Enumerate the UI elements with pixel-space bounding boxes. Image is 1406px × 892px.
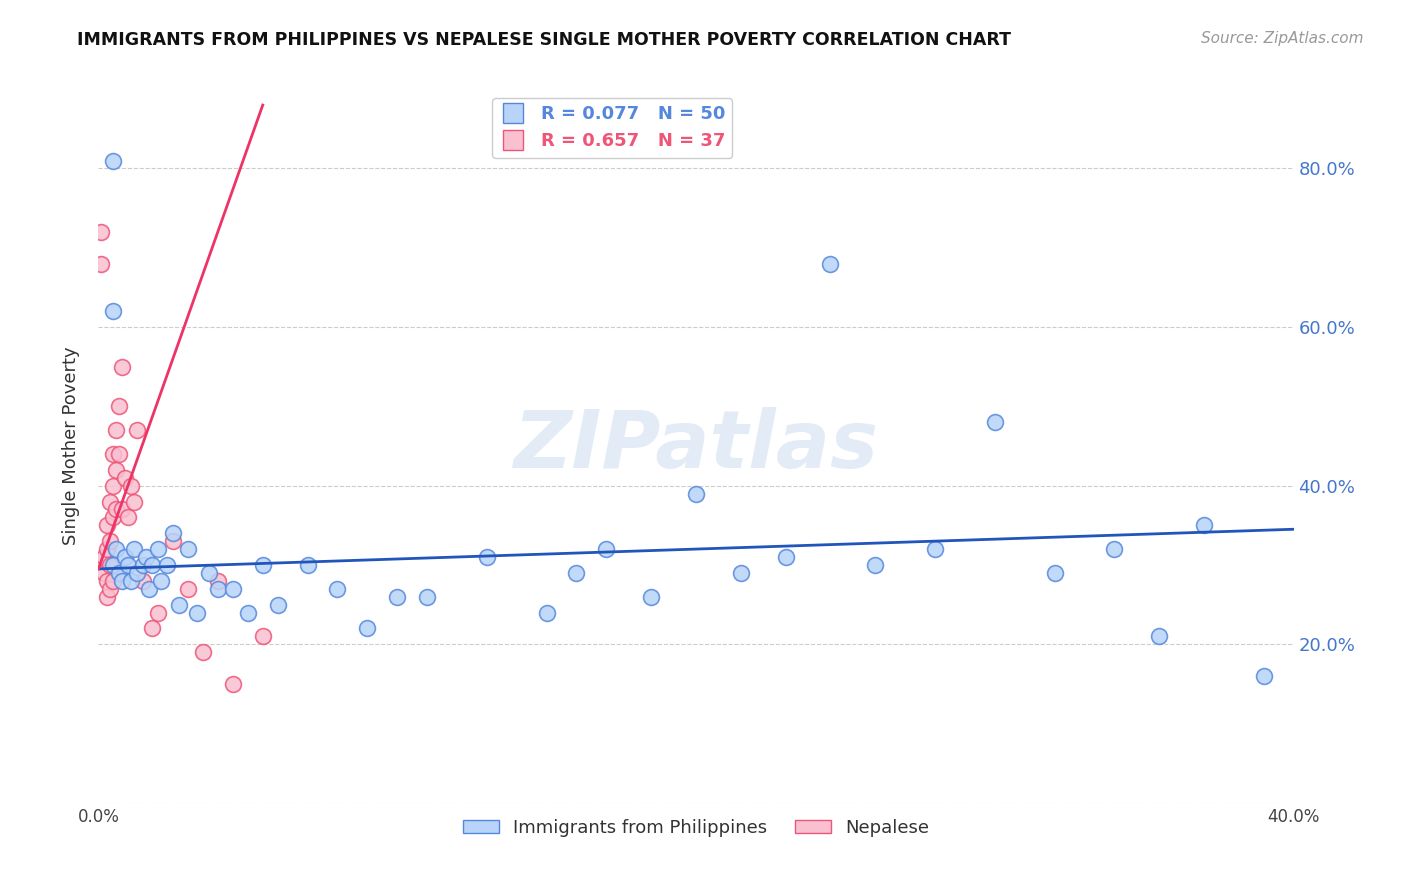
Point (103, 558, 125, 572)
Point (1147, 629, 1170, 643)
Y-axis label: Single Mother Poverty: Single Mother Poverty (62, 347, 80, 545)
Point (222, 677, 245, 691)
Point (90, 257, 112, 271)
Point (865, 558, 887, 572)
Point (105, 423, 128, 437)
Point (565, 566, 588, 580)
Point (385, 590, 409, 604)
Point (138, 582, 160, 596)
Point (595, 542, 617, 557)
Point (98, 534, 122, 549)
Point (416, 590, 439, 604)
Text: Source: ZipAtlas.com: Source: ZipAtlas.com (1201, 31, 1364, 46)
Point (111, 502, 134, 516)
Point (177, 542, 200, 557)
Point (148, 542, 170, 557)
Point (135, 549, 157, 564)
Point (1253, 669, 1275, 683)
Point (96, 518, 118, 533)
Point (141, 558, 163, 572)
Point (236, 606, 259, 620)
Point (103, 510, 125, 524)
Point (105, 463, 128, 477)
Point (222, 582, 245, 596)
Point (167, 598, 190, 612)
Point (127, 566, 149, 580)
Point (93, 566, 115, 580)
Point (207, 582, 229, 596)
Point (96, 542, 118, 557)
Point (198, 566, 221, 580)
Point (103, 153, 125, 168)
Point (103, 304, 125, 318)
Point (98, 494, 122, 508)
Point (108, 447, 131, 461)
Point (141, 621, 163, 635)
Point (207, 574, 229, 588)
Point (103, 447, 125, 461)
Point (162, 534, 184, 549)
Point (685, 486, 707, 500)
Point (120, 574, 142, 588)
Point (114, 549, 136, 564)
Point (132, 558, 155, 572)
Point (124, 542, 146, 557)
Point (90, 225, 112, 239)
Point (536, 606, 558, 620)
Point (124, 494, 146, 508)
Point (111, 359, 134, 374)
Point (150, 574, 173, 588)
Point (108, 400, 131, 414)
Point (117, 558, 139, 572)
Point (96, 574, 118, 588)
Text: ZIPatlas: ZIPatlas (513, 407, 879, 485)
Point (105, 542, 128, 557)
Point (98, 582, 122, 596)
Point (252, 558, 274, 572)
Point (103, 574, 125, 588)
Point (127, 423, 149, 437)
Point (267, 598, 290, 612)
Point (475, 549, 498, 564)
Point (148, 606, 170, 620)
Point (120, 478, 142, 492)
Point (775, 549, 797, 564)
Point (1104, 542, 1126, 557)
Point (730, 566, 752, 580)
Point (117, 510, 139, 524)
Point (186, 606, 208, 620)
Point (924, 542, 946, 557)
Point (96, 590, 118, 604)
Point (640, 590, 662, 604)
Point (103, 478, 125, 492)
Point (162, 526, 184, 541)
Point (114, 471, 136, 485)
Point (156, 558, 179, 572)
Point (297, 558, 319, 572)
Point (984, 415, 1007, 429)
Point (326, 582, 349, 596)
Text: IMMIGRANTS FROM PHILIPPINES VS NEPALESE SINGLE MOTHER POVERTY CORRELATION CHART: IMMIGRANTS FROM PHILIPPINES VS NEPALESE … (77, 31, 1011, 49)
Point (111, 574, 134, 588)
Point (1192, 518, 1215, 533)
Point (252, 629, 274, 643)
Point (356, 621, 378, 635)
Point (820, 257, 842, 271)
Point (105, 502, 128, 516)
Point (108, 566, 131, 580)
Point (177, 582, 200, 596)
Legend: Immigrants from Philippines, Nepalese: Immigrants from Philippines, Nepalese (456, 812, 936, 844)
Point (98, 558, 122, 572)
Point (93, 549, 115, 564)
Point (191, 645, 214, 659)
Point (1043, 566, 1066, 580)
Point (132, 574, 155, 588)
